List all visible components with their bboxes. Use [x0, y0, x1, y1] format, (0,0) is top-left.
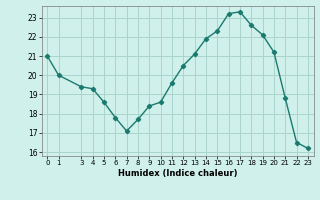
X-axis label: Humidex (Indice chaleur): Humidex (Indice chaleur)	[118, 169, 237, 178]
